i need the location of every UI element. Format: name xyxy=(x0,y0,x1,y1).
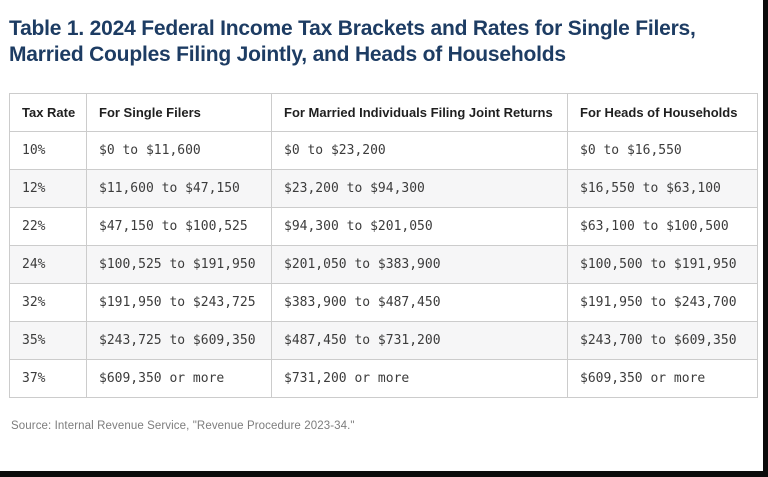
table-body: 10% $0 to $11,600 $0 to $23,200 $0 to $16,5… xyxy=(9,131,758,398)
bracket-range-cell: $11,600 to $47,150 xyxy=(86,169,272,208)
bracket-range-cell: $100,525 to $191,950 xyxy=(86,245,272,284)
bracket-range-cell: $191,950 to $243,700 xyxy=(567,283,758,322)
table-title-line2: Married Couples Filing Jointly, and Head… xyxy=(9,43,566,66)
bracket-range-cell: $201,050 to $383,900 xyxy=(271,245,568,284)
tax-rate-cell: 10% xyxy=(9,131,87,170)
column-header: For Single Filers xyxy=(86,93,272,132)
table-row: 37% $609,350 or more $731,200 or more $609,… xyxy=(9,359,758,398)
bracket-range-cell: $731,200 or more xyxy=(271,359,568,398)
tax-rate-cell: 22% xyxy=(9,207,87,246)
table-header: Tax Rate For Single Filers For Married Ind… xyxy=(9,93,758,132)
bracket-range-cell: $0 to $16,550 xyxy=(567,131,758,170)
bracket-range-cell: $191,950 to $243,725 xyxy=(86,283,272,322)
bracket-range-cell: $63,100 to $100,500 xyxy=(567,207,758,246)
table-row: 32% $191,950 to $243,725 $383,900 to $487,… xyxy=(9,283,758,322)
table-row: 10% $0 to $11,600 $0 to $23,200 $0 to $16,5… xyxy=(9,131,758,170)
bracket-range-cell: $100,500 to $191,950 xyxy=(567,245,758,284)
table-row: 24% $100,525 to $191,950 $201,050 to $383,… xyxy=(9,245,758,284)
bracket-range-cell: $23,200 to $94,300 xyxy=(271,169,568,208)
tax-rate-cell: 24% xyxy=(9,245,87,284)
source-note: Source: Internal Revenue Service, "Reven… xyxy=(11,420,355,432)
header-row: Tax Rate For Single Filers For Married Ind… xyxy=(9,93,758,132)
bracket-range-cell: $16,550 to $63,100 xyxy=(567,169,758,208)
table-title-line1: Table 1. 2024 Federal Income Tax Bracket… xyxy=(9,17,696,40)
tax-rate-cell: 12% xyxy=(9,169,87,208)
bracket-range-cell: $0 to $23,200 xyxy=(271,131,568,170)
bracket-range-cell: $609,350 or more xyxy=(86,359,272,398)
bracket-range-cell: $94,300 to $201,050 xyxy=(271,207,568,246)
tax-brackets-table: Tax Rate For Single Filers For Married Ind… xyxy=(9,93,758,398)
table-row: 12% $11,600 to $47,150 $23,200 to $94,300 $… xyxy=(9,169,758,208)
column-header: For Married Individuals Filing Joint Ret… xyxy=(271,93,568,132)
bracket-range-cell: $243,725 to $609,350 xyxy=(86,321,272,360)
bracket-range-cell: $383,900 to $487,450 xyxy=(271,283,568,322)
table-row: 22% $47,150 to $100,525 $94,300 to $201,05… xyxy=(9,207,758,246)
table-title: Table 1. 2024 Federal Income Tax Bracket… xyxy=(9,16,757,68)
bracket-range-cell: $47,150 to $100,525 xyxy=(86,207,272,246)
bracket-range-cell: $609,350 or more xyxy=(567,359,758,398)
column-header: For Heads of Households xyxy=(567,93,758,132)
bracket-range-cell: $243,700 to $609,350 xyxy=(567,321,758,360)
content-area: Table 1. 2024 Federal Income Tax Bracket… xyxy=(9,16,758,432)
bracket-range-cell: $487,450 to $731,200 xyxy=(271,321,568,360)
table-row: 35% $243,725 to $609,350 $487,450 to $731,… xyxy=(9,321,758,360)
tax-rate-cell: 32% xyxy=(9,283,87,322)
bracket-range-cell: $0 to $11,600 xyxy=(86,131,272,170)
tax-rate-cell: 37% xyxy=(9,359,87,398)
tax-rate-cell: 35% xyxy=(9,321,87,360)
column-header: Tax Rate xyxy=(9,93,87,132)
